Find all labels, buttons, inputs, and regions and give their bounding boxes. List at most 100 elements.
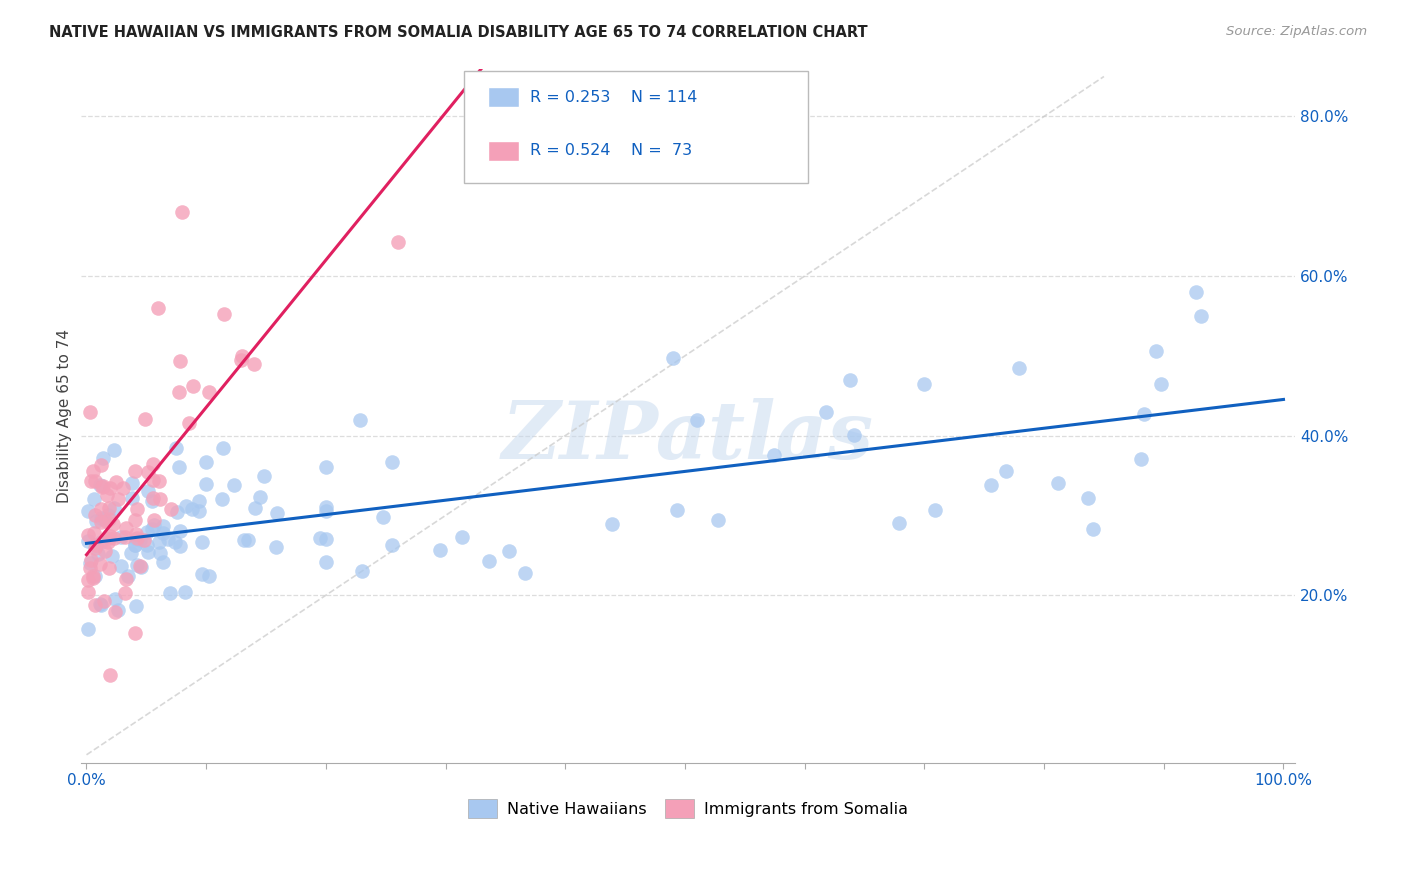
Point — [148, 474, 170, 488]
Point — [105, 475, 128, 490]
Point — [1077, 491, 1099, 506]
Point — [243, 357, 266, 371]
Point — [214, 307, 236, 321]
Point — [77, 528, 100, 542]
Point — [315, 555, 337, 569]
Point — [103, 443, 125, 458]
Point — [142, 513, 165, 527]
Point — [136, 544, 159, 558]
Y-axis label: Disability Age 65 to 74: Disability Age 65 to 74 — [58, 328, 72, 503]
Point — [152, 526, 174, 541]
Point — [97, 500, 120, 515]
Point — [121, 491, 143, 505]
Point — [84, 514, 107, 528]
Point — [662, 351, 685, 365]
Point — [191, 535, 214, 549]
Point — [83, 526, 105, 541]
Point — [132, 533, 155, 548]
Point — [143, 518, 166, 533]
Point — [84, 537, 107, 551]
Point — [125, 599, 148, 614]
Point — [124, 626, 146, 640]
Point — [89, 597, 111, 611]
Point — [82, 571, 104, 585]
Point — [89, 478, 111, 492]
Point — [231, 349, 253, 363]
Point — [266, 506, 288, 520]
Point — [141, 494, 163, 508]
Point — [1046, 475, 1069, 490]
Point — [110, 559, 132, 574]
Point — [97, 535, 120, 549]
Point — [191, 567, 214, 582]
Point — [94, 514, 117, 528]
Point — [600, 516, 623, 531]
Point — [97, 508, 120, 522]
Point — [315, 500, 337, 514]
Point — [249, 490, 271, 504]
Point — [96, 488, 118, 502]
Point — [77, 622, 100, 636]
Point — [77, 504, 100, 518]
Point — [381, 455, 404, 469]
Point — [450, 530, 472, 544]
Point — [167, 385, 190, 400]
Point — [142, 458, 165, 472]
Point — [181, 379, 204, 393]
Point — [177, 416, 200, 430]
Point — [124, 512, 146, 526]
Point — [513, 566, 536, 580]
Point — [84, 508, 107, 522]
Point — [93, 512, 115, 526]
Point — [134, 411, 156, 425]
Point — [79, 556, 101, 570]
Point — [762, 448, 785, 462]
Point — [124, 538, 146, 552]
Point — [498, 543, 520, 558]
Point — [243, 501, 266, 516]
Point — [82, 464, 104, 478]
Point — [90, 511, 112, 525]
Point — [136, 465, 159, 479]
Point — [111, 481, 134, 495]
Text: ZIPatlas: ZIPatlas — [502, 398, 875, 475]
Point — [224, 478, 246, 492]
Point — [83, 492, 105, 507]
Point — [212, 442, 235, 456]
Point — [79, 405, 101, 419]
Point — [912, 376, 935, 391]
Point — [706, 513, 728, 527]
Point — [110, 530, 132, 544]
Point — [174, 585, 197, 599]
Point — [125, 531, 148, 545]
Point — [169, 539, 191, 553]
Point — [90, 501, 112, 516]
Point — [87, 547, 110, 561]
Point — [107, 603, 129, 617]
Point — [148, 301, 170, 315]
Point — [165, 535, 187, 549]
Point — [90, 458, 112, 472]
Point — [104, 605, 127, 619]
Point — [149, 546, 172, 560]
Point — [887, 516, 910, 531]
Point — [84, 598, 107, 612]
Point — [114, 586, 136, 600]
Point — [141, 522, 163, 536]
Point — [121, 475, 143, 490]
Point — [135, 538, 157, 552]
Text: R = 0.524    N =  73: R = 0.524 N = 73 — [530, 144, 692, 158]
Point — [101, 549, 124, 563]
Point — [152, 518, 174, 533]
Point — [100, 668, 122, 682]
Point — [114, 521, 136, 535]
Point — [172, 205, 194, 219]
Point — [91, 450, 114, 465]
Point — [478, 554, 501, 568]
Point — [83, 568, 105, 582]
Point — [686, 413, 709, 427]
Point — [76, 533, 98, 548]
Point — [98, 512, 121, 526]
Point — [124, 464, 146, 478]
Point — [315, 532, 337, 546]
